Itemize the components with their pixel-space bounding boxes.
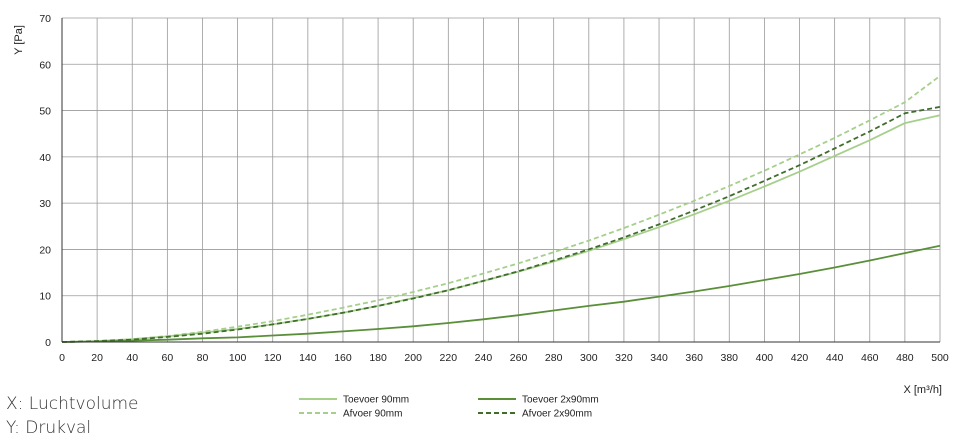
axes: 0 20 40 60 80 100 120 140 160 180 200 220 240 260 280 3…	[39, 13, 949, 364]
legend-label: Afvoer 90mm	[343, 409, 402, 420]
y-axis-label: Y [Pa]	[13, 25, 25, 55]
x-tick-label: 0	[59, 352, 65, 364]
x-tick-label: 200	[404, 352, 422, 364]
x-tick-label: 480	[896, 352, 914, 364]
y-tick-label: 10	[39, 291, 51, 303]
legend: Toevoer 90mm Afvoer 90mm Toevoer 2x90mm Afv…	[299, 395, 599, 420]
x-tick-label: 400	[756, 352, 774, 364]
x-tick-label: 500	[931, 352, 949, 364]
x-variable-note: X: Luchtvolume	[6, 394, 139, 414]
x-tick-label: 20	[91, 352, 103, 364]
x-tick-label: 140	[299, 352, 317, 364]
x-tick-label: 180	[369, 352, 387, 364]
x-tick-label: 220	[440, 352, 458, 364]
legend-label: Afvoer 2x90mm	[522, 409, 592, 420]
x-tick-label: 380	[721, 352, 739, 364]
x-tick-label: 340	[650, 352, 668, 364]
y-variable-note: Y: Drukval	[6, 418, 92, 438]
x-axis-label: X [m³/h]	[903, 384, 942, 396]
x-tick-label: 60	[162, 352, 174, 364]
y-tick-label: 70	[39, 13, 51, 25]
x-tick-label: 40	[126, 352, 138, 364]
x-tick-label: 160	[334, 352, 352, 364]
x-tick-label: 280	[545, 352, 563, 364]
y-tick-label: 50	[39, 106, 51, 118]
y-tick-label: 30	[39, 198, 51, 210]
legend-label: Toevoer 2x90mm	[522, 395, 599, 406]
x-tick-label: 100	[229, 352, 247, 364]
x-tick-label: 420	[791, 352, 809, 364]
y-tick-label: 40	[39, 152, 51, 164]
series-line-2	[61, 75, 941, 343]
x-tick-label: 460	[861, 352, 879, 364]
x-tick-label: 80	[197, 352, 209, 364]
grid	[61, 17, 941, 343]
x-tick-label: 240	[475, 352, 493, 364]
series-line-4	[61, 106, 941, 343]
x-tick-label: 260	[510, 352, 528, 364]
x-tick-label: 320	[615, 352, 633, 364]
x-tick-label: 440	[826, 352, 844, 364]
x-tick-label: 300	[580, 352, 598, 364]
legend-label: Toevoer 90mm	[343, 395, 409, 406]
x-tick-label: 360	[685, 352, 703, 364]
y-tick-label: 0	[45, 337, 51, 349]
series-line-1	[61, 114, 941, 343]
y-tick-label: 20	[39, 244, 51, 256]
series-group	[61, 75, 941, 343]
series-line-3	[61, 244, 941, 343]
y-tick-label: 60	[39, 59, 51, 71]
x-tick-label: 120	[264, 352, 282, 364]
